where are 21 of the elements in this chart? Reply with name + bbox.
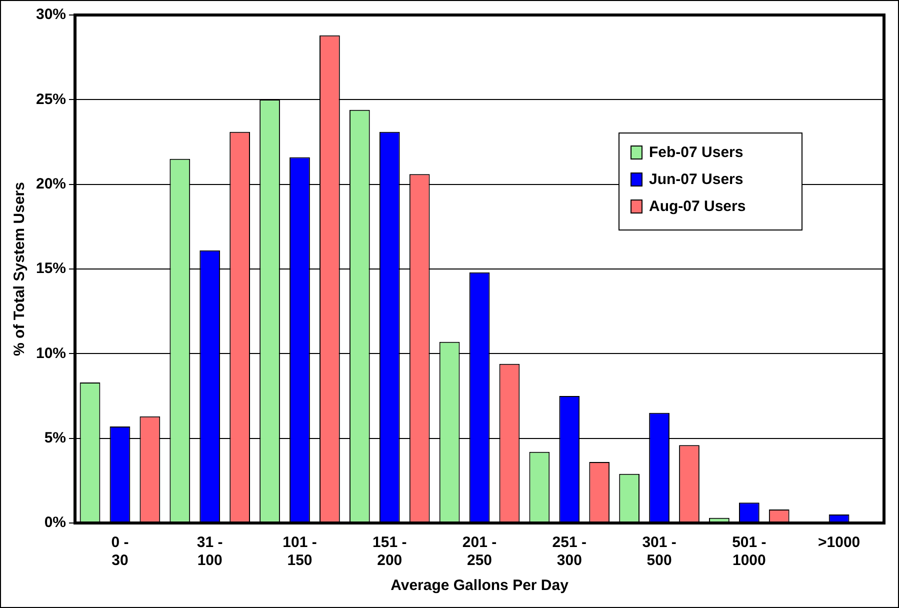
y-tick-label: 0% — [44, 514, 66, 532]
x-tick-label: >1000 — [818, 534, 860, 552]
x-axis-title: Average Gallons Per Day — [390, 577, 570, 594]
legend-label: Feb-07 Users — [649, 144, 744, 162]
x-tick-label: 201 - 250 — [462, 534, 497, 570]
y-tick-label: 25% — [36, 90, 66, 108]
x-tick-label: 251 - 300 — [552, 534, 586, 570]
y-tick-label: 20% — [36, 175, 66, 192]
legend-label: Jun-07 Users — [649, 171, 744, 188]
legend-label: Aug-07 Users — [649, 198, 746, 216]
x-tick-label: 501 - 1000 — [732, 534, 766, 570]
x-tick-label: 0 - 30 — [111, 534, 129, 570]
x-tick-label: 31 - 100 — [196, 534, 223, 570]
y-tick-label: 30% — [36, 6, 66, 24]
y-tick-label: 15% — [36, 260, 66, 278]
y-tick-label: 5% — [44, 429, 66, 446]
x-tick-label: 151 - 200 — [372, 534, 407, 570]
y-tick-label: 10% — [36, 344, 66, 362]
y-axis-title: % of Total System Users — [11, 182, 28, 356]
x-tick-label: 301 - 500 — [642, 534, 676, 570]
x-tick-label: 101 - 150 — [282, 534, 317, 570]
